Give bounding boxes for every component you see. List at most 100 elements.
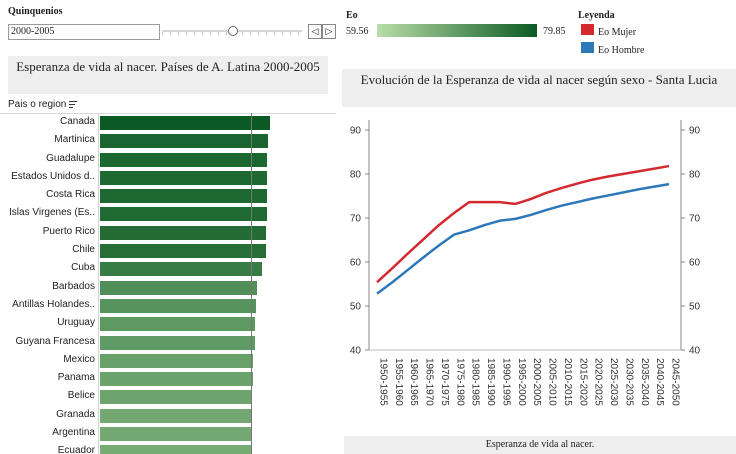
bar[interactable] [100, 427, 252, 442]
filter-label: Quinquenios [8, 6, 63, 17]
bar-label: Estados Unidos d.. [11, 170, 95, 182]
x-tick-label: 2020-2025 [593, 358, 604, 406]
x-tick-label: 1960-1965 [408, 358, 419, 406]
y-tick-label-right: 50 [689, 302, 701, 313]
x-tick-label: 1955-1960 [393, 358, 404, 406]
bar-chart-area[interactable]: Canada Martinica Guadalupe Estados Unidos d… [0, 113, 336, 454]
legend-label-mujer[interactable]: Eo Mujer [598, 27, 637, 38]
bar-row[interactable]: Puerto Rico [0, 223, 336, 241]
bar[interactable] [100, 207, 267, 222]
bar[interactable] [100, 372, 253, 387]
line-chart[interactable]: 40 40 50 50 60 60 70 70 80 80 90 90 1950-1955 1955-19… [336, 110, 736, 436]
bar-row[interactable]: Guadalupe [0, 150, 336, 168]
bar-label: Islas Virgenes (Es.. [9, 207, 95, 219]
x-tick-label: 2025-2030 [608, 358, 619, 406]
legend-swatch-mujer[interactable] [581, 24, 594, 35]
bar[interactable] [100, 189, 268, 204]
y-tick-label-right: 40 [689, 346, 701, 357]
bar[interactable] [100, 390, 253, 405]
bar-chart-axis-line [98, 113, 99, 454]
bar[interactable] [100, 262, 263, 277]
previous-period-button[interactable]: ◁ [308, 24, 322, 39]
period-filter-input[interactable]: 2000-2005 [8, 24, 160, 40]
y-tick-label-right: 80 [689, 170, 701, 181]
color-legend-min: 59.56 [346, 26, 369, 37]
x-tick-label: 2015-2020 [577, 358, 588, 406]
bar-row[interactable]: Antillas Holandes.. [0, 296, 336, 314]
bar-chart-top-border [0, 113, 336, 114]
series-legend-title: Leyenda [578, 10, 615, 21]
bar-row[interactable]: Panama [0, 369, 336, 387]
bar-row[interactable]: Barbados [0, 278, 336, 296]
x-tick-label: 2035-2040 [639, 358, 650, 406]
bar-row[interactable]: Cuba [0, 259, 336, 277]
bar-row[interactable]: Argentina [0, 424, 336, 442]
bar-row[interactable]: Islas Virgenes (Es.. [0, 204, 336, 222]
bar-label: Canada [59, 116, 95, 127]
legend-label-hombre[interactable]: Eo Hombre [598, 45, 645, 56]
color-legend-ramp [377, 24, 537, 37]
x-tick-label: 1990-1995 [500, 358, 511, 406]
bar[interactable] [100, 353, 254, 368]
y-tick-label-left: 50 [350, 302, 362, 313]
x-tick-label: 1970-1975 [439, 358, 450, 406]
x-tick-label: 1980-1985 [470, 358, 481, 406]
bar-row[interactable]: Belice [0, 387, 336, 405]
bar-row[interactable]: Guyana Francesa [0, 333, 336, 351]
x-tick-label: 1975-1980 [454, 358, 465, 406]
bar-row[interactable]: Canada [0, 113, 336, 131]
bar[interactable] [100, 170, 268, 185]
bar-label: Martinica [54, 134, 95, 146]
slider-knob[interactable] [228, 26, 238, 36]
x-tick-label: 2045-2050 [670, 358, 681, 406]
x-tick-label: 2000-2005 [531, 358, 542, 406]
y-tick-label-left: 90 [350, 126, 362, 137]
bar[interactable] [100, 134, 268, 149]
x-tick-label: 1950-1955 [378, 358, 389, 406]
bar-row[interactable]: Uruguay [0, 314, 336, 332]
next-period-button[interactable]: ▷ [322, 24, 336, 39]
x-tick-label: 1995-2000 [516, 358, 527, 406]
x-tick-label: 2040-2045 [654, 358, 665, 406]
y-tick-label-right: 90 [689, 126, 701, 137]
bar-label: Panama [57, 372, 95, 384]
bar-rows: Canada Martinica Guadalupe Estados Unidos d… [0, 113, 336, 454]
bar[interactable] [100, 298, 257, 313]
bar-row[interactable]: Estados Unidos d.. [0, 168, 336, 186]
bar[interactable] [100, 445, 251, 454]
bar-row[interactable]: Ecuador [0, 442, 336, 454]
bar-label: Costa Rica [46, 189, 95, 201]
reference-line [251, 113, 252, 454]
bar-row[interactable]: Martinica [0, 131, 336, 149]
color-legend-max: 79.85 [543, 26, 566, 37]
bar[interactable] [100, 408, 252, 423]
bar[interactable] [100, 244, 266, 259]
color-legend-title: Eo [346, 10, 358, 21]
legend-swatch-hombre[interactable] [581, 42, 594, 53]
series-line-mujer[interactable] [376, 164, 670, 284]
sort-icon[interactable] [69, 101, 77, 109]
bar-label: Ecuador [57, 445, 95, 454]
x-tick-label: 2005-2010 [547, 358, 558, 406]
country-axis-header[interactable]: Pais o region [8, 99, 67, 110]
bar-row[interactable]: Granada [0, 406, 336, 424]
series-line-hombre[interactable] [376, 182, 670, 295]
bar-label: Guadalupe [46, 152, 95, 164]
bar[interactable] [100, 152, 268, 167]
bar-label: Cuba [71, 262, 95, 274]
bar-row[interactable]: Chile [0, 241, 336, 259]
bar-label: Uruguay [57, 317, 95, 329]
bar[interactable] [100, 225, 267, 240]
bar[interactable] [100, 280, 258, 295]
footer-title: Esperanza de vida al nacer. [344, 436, 736, 454]
y-tick-label-left: 40 [350, 346, 362, 357]
bar[interactable] [100, 116, 271, 130]
bar-row[interactable]: Costa Rica [0, 186, 336, 204]
bar-row[interactable]: Mexico [0, 351, 336, 369]
bar[interactable] [100, 335, 255, 350]
period-slider[interactable] [162, 26, 302, 36]
y-tick-label-right: 60 [689, 258, 701, 269]
bar[interactable] [100, 317, 256, 332]
bar-label: Granada [56, 408, 95, 420]
bar-label: Chile [72, 244, 95, 256]
